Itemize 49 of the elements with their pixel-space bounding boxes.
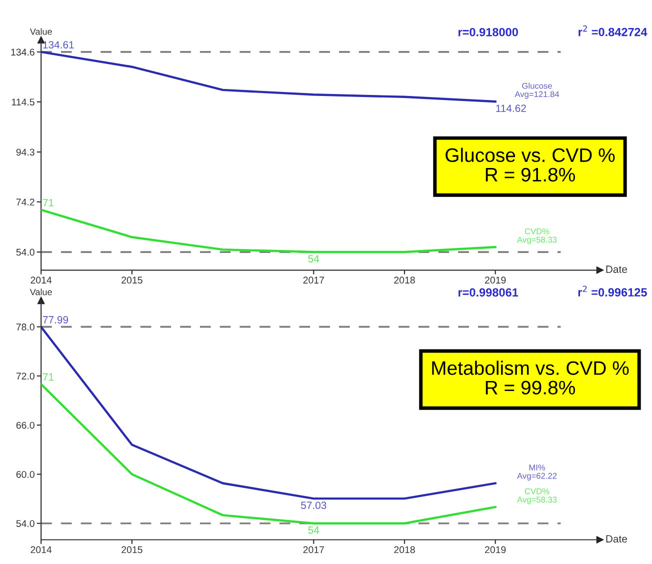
x-axis-title: Date [606, 535, 627, 543]
x-axis-title: Date [606, 266, 627, 273]
text: CVD% [524, 228, 550, 234]
text: r$^{2}$ =0.996125 [578, 286, 647, 297]
text: r=0.918000 [458, 28, 518, 36]
line-series [41, 50, 496, 103]
text: Glucose [522, 82, 552, 89]
data-label: 57.03 [301, 502, 326, 509]
x-tick-label: 2017 [303, 276, 324, 284]
y-axis-title: Value [30, 28, 52, 35]
annotation: Avg=58.33 [517, 236, 557, 244]
y-tick-label: 78.0 [16, 324, 34, 330]
y-axis-title: Value [30, 288, 52, 296]
x-tick-label: 2019 [485, 276, 506, 284]
y-tick-label: 94.3 [16, 148, 34, 156]
data-label: 54 [308, 255, 320, 262]
x-tick-label: 2019 [485, 546, 506, 554]
x-tick-label: 2018 [394, 276, 415, 284]
annotation: Glucose vs. CVD % R = 91.8% [446, 148, 615, 182]
line-series [41, 208, 496, 254]
x-tick-label: 2014 [30, 546, 52, 554]
y-tick-label: 72.0 [16, 372, 34, 380]
data-label: 77.99 [43, 316, 68, 324]
data-label: 71 [43, 373, 54, 381]
x-tick-label: 2015 [122, 276, 142, 284]
y-tick-label: 60.0 [16, 470, 34, 478]
x-tick-label: 2015 [122, 546, 142, 554]
line-series [41, 383, 496, 524]
y-tick-label: 54.0 [16, 520, 34, 527]
data-label: 71 [43, 199, 54, 206]
x-tick-label: 2018 [394, 546, 415, 554]
data-label: 114.62 [496, 104, 526, 112]
y-tick-label: 66.0 [16, 422, 34, 429]
annotation: Metabolism vs. CVD % R = 99.8% [432, 360, 629, 395]
text: CVD% [524, 488, 550, 494]
data-label: 134.61 [43, 41, 74, 48]
annotation: Avg=121.84 [514, 91, 560, 99]
y-tick-label: 134.6 [11, 48, 34, 56]
annotation: Avg=58.33 [517, 496, 557, 504]
y-tick-label: 54.0 [16, 248, 34, 256]
y-tick-label: 114.5 [12, 98, 34, 106]
x-tick-label: 2017 [303, 546, 324, 554]
y-tick-label: 74.2 [16, 198, 34, 206]
annotation: Avg=62.22 [517, 472, 557, 480]
x-tick-label: 2014 [30, 276, 52, 284]
text: MI% [529, 464, 546, 470]
text: r=0.998061 [458, 288, 518, 297]
text: r$^{2}$ =0.842724 [578, 25, 648, 36]
data-label: 54 [308, 526, 320, 534]
